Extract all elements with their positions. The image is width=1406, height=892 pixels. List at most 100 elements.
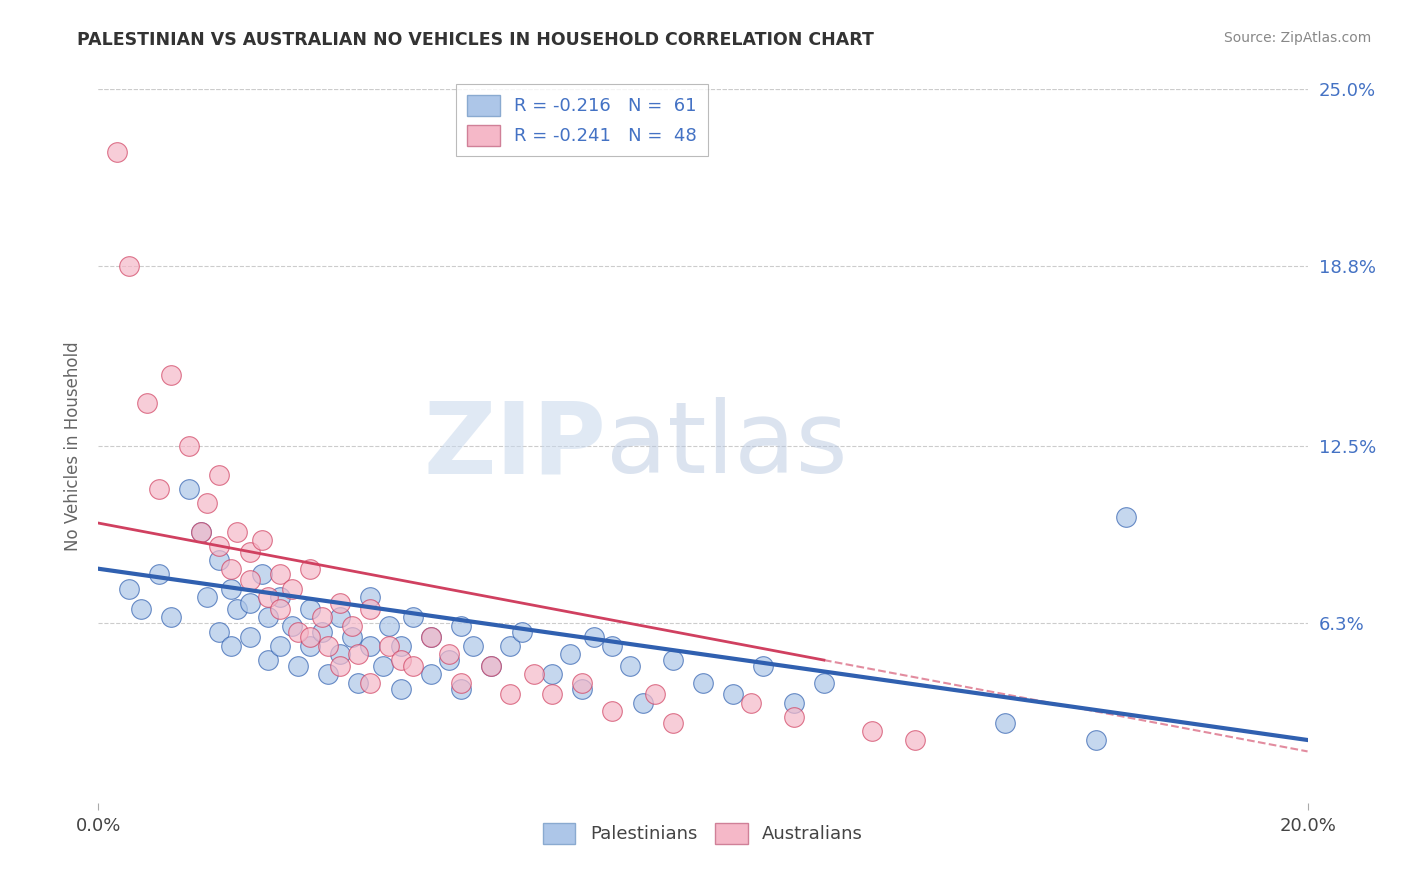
Point bbox=[129, 601, 152, 615]
Point bbox=[299, 630, 322, 644]
Point bbox=[221, 582, 243, 596]
Point bbox=[221, 562, 243, 576]
Point bbox=[420, 630, 443, 644]
Point bbox=[360, 601, 382, 615]
Point bbox=[287, 624, 309, 639]
Point bbox=[250, 533, 273, 548]
Point bbox=[360, 639, 382, 653]
Text: Source: ZipAtlas.com: Source: ZipAtlas.com bbox=[1223, 31, 1371, 45]
Point bbox=[1115, 510, 1137, 524]
Point bbox=[602, 705, 624, 719]
Point bbox=[463, 639, 485, 653]
Point bbox=[221, 639, 243, 653]
Point bbox=[329, 648, 352, 662]
Point bbox=[269, 639, 291, 653]
Point bbox=[540, 667, 562, 681]
Point bbox=[1085, 733, 1108, 747]
Point bbox=[148, 567, 170, 582]
Point bbox=[239, 573, 262, 587]
Point bbox=[481, 658, 503, 673]
Point bbox=[661, 715, 683, 730]
Point bbox=[420, 630, 443, 644]
Point bbox=[256, 653, 278, 667]
Point bbox=[281, 619, 304, 633]
Point bbox=[377, 639, 399, 653]
Point bbox=[602, 639, 624, 653]
Point bbox=[740, 696, 762, 710]
Point bbox=[148, 482, 170, 496]
Point bbox=[269, 567, 291, 582]
Point bbox=[661, 653, 683, 667]
Point bbox=[281, 582, 304, 596]
Point bbox=[813, 676, 835, 690]
Point bbox=[498, 639, 520, 653]
Point bbox=[195, 496, 218, 510]
Point bbox=[860, 724, 883, 739]
Point bbox=[481, 658, 503, 673]
Point bbox=[256, 610, 278, 624]
Y-axis label: No Vehicles in Household: No Vehicles in Household bbox=[65, 341, 83, 551]
Point bbox=[316, 667, 339, 681]
Point bbox=[347, 648, 370, 662]
Point bbox=[342, 619, 364, 633]
Point bbox=[360, 676, 382, 690]
Point bbox=[904, 733, 927, 747]
Point bbox=[195, 591, 218, 605]
Point bbox=[329, 596, 352, 610]
Point bbox=[420, 667, 443, 681]
Point bbox=[540, 687, 562, 701]
Point bbox=[105, 145, 128, 159]
Point bbox=[558, 648, 581, 662]
Point bbox=[402, 610, 425, 624]
Point bbox=[389, 639, 412, 653]
Point bbox=[299, 562, 322, 576]
Point bbox=[389, 653, 412, 667]
Point bbox=[994, 715, 1017, 730]
Point bbox=[347, 676, 370, 690]
Point bbox=[571, 676, 593, 690]
Point bbox=[226, 524, 249, 539]
Point bbox=[360, 591, 382, 605]
Point bbox=[783, 696, 806, 710]
Point bbox=[450, 681, 472, 696]
Point bbox=[190, 524, 212, 539]
Point bbox=[239, 544, 262, 558]
Point bbox=[250, 567, 273, 582]
Text: PALESTINIAN VS AUSTRALIAN NO VEHICLES IN HOUSEHOLD CORRELATION CHART: PALESTINIAN VS AUSTRALIAN NO VEHICLES IN… bbox=[77, 31, 875, 49]
Point bbox=[583, 630, 606, 644]
Legend: Palestinians, Australians: Palestinians, Australians bbox=[536, 815, 870, 851]
Point bbox=[208, 553, 231, 567]
Point bbox=[723, 687, 745, 701]
Point bbox=[316, 639, 339, 653]
Point bbox=[498, 687, 520, 701]
Point bbox=[118, 582, 141, 596]
Point bbox=[437, 648, 460, 662]
Point bbox=[571, 681, 593, 696]
Point bbox=[256, 591, 278, 605]
Point bbox=[523, 667, 546, 681]
Point bbox=[311, 624, 333, 639]
Point bbox=[179, 439, 201, 453]
Point bbox=[752, 658, 775, 673]
Text: atlas: atlas bbox=[606, 398, 848, 494]
Point bbox=[631, 696, 654, 710]
Point bbox=[160, 610, 183, 624]
Point bbox=[208, 539, 231, 553]
Point bbox=[239, 630, 262, 644]
Point bbox=[208, 467, 231, 482]
Point bbox=[239, 596, 262, 610]
Point bbox=[329, 610, 352, 624]
Point bbox=[644, 687, 666, 701]
Point bbox=[437, 653, 460, 667]
Point bbox=[269, 601, 291, 615]
Point bbox=[226, 601, 249, 615]
Point bbox=[510, 624, 533, 639]
Point bbox=[299, 601, 322, 615]
Point bbox=[402, 658, 425, 673]
Point bbox=[269, 591, 291, 605]
Point bbox=[299, 639, 322, 653]
Point bbox=[329, 658, 352, 673]
Point bbox=[287, 658, 309, 673]
Point bbox=[208, 624, 231, 639]
Point bbox=[135, 396, 157, 410]
